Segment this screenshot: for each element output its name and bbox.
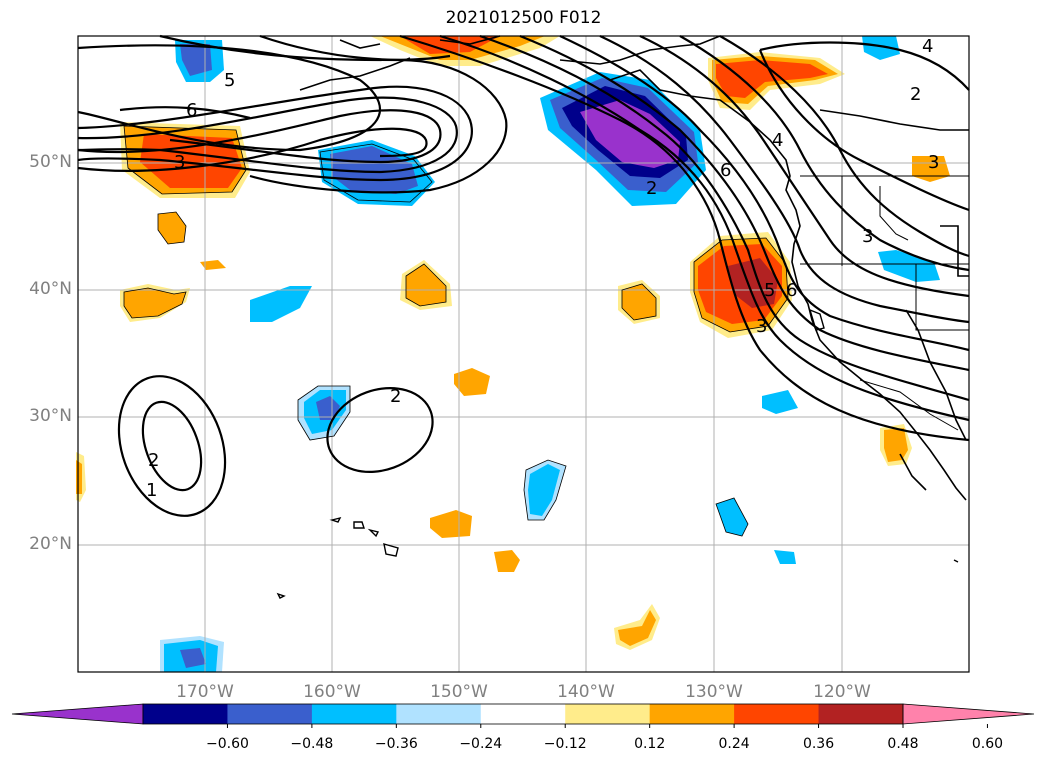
colorbar-swatch: [565, 704, 651, 724]
contour-labels: 5 6 3 2 1 2 1 6 3 4 2 6 5 3 2 4 3: [146, 36, 939, 501]
colorbar-tick-label: −0.12: [543, 736, 587, 752]
lon-label-150w: 150°W: [430, 682, 488, 702]
colorbar-tick-label: 0.24: [718, 736, 750, 752]
lon-label-170w: 170°W: [176, 682, 234, 702]
lat-label-50n: 50°N: [29, 152, 72, 172]
colorbar-swatch: [311, 704, 397, 724]
islands: [276, 308, 959, 599]
lon-label-140w: 140°W: [557, 682, 615, 702]
colorbar: [11, 703, 1035, 728]
colorbar-swatch: [396, 704, 482, 724]
colorbar-tick-label: 0.48: [887, 736, 919, 752]
contour-label: 2: [646, 178, 657, 199]
colorbar-extend-high: [902, 703, 1035, 725]
lon-label-160w: 160°W: [303, 682, 361, 702]
contour-label: 3: [928, 152, 939, 173]
colorbar-tick-label: −0.24: [459, 736, 503, 752]
contour-label: 4: [922, 36, 933, 57]
height-contours: [77, 34, 970, 517]
colorbar-tick-label: −0.36: [374, 736, 418, 752]
contour-label: 2: [148, 450, 159, 471]
colorbar-swatch: [734, 704, 820, 724]
contour-label: 6: [186, 100, 197, 121]
contour-label: 6: [720, 160, 731, 181]
contour-label: 3: [174, 152, 185, 173]
colorbar-swatch: [649, 704, 735, 724]
lat-label-40n: 40°N: [29, 279, 72, 299]
contour-label: 3: [862, 226, 873, 247]
colorbar-swatch: [143, 704, 228, 724]
lon-label-130w: 130°W: [685, 682, 743, 702]
colorbar-frame: [142, 703, 904, 725]
contour-label: 5: [224, 70, 235, 91]
map-frame: [77, 35, 970, 673]
colorbar-swatch: [227, 704, 313, 724]
colorbar-swatch: [818, 704, 904, 724]
contour-label: 2: [910, 84, 921, 105]
contour-label: 6: [786, 280, 797, 301]
colorbar-swatch: [480, 704, 566, 724]
contour-label: 5: [764, 280, 775, 301]
contour-label: 1: [146, 480, 157, 501]
lat-label-20n: 20°N: [29, 534, 72, 554]
colorbar-tick-label: 0.60: [971, 736, 1004, 752]
lon-label-120w: 120°W: [813, 682, 871, 702]
lat-label-30n: 30°N: [29, 406, 72, 426]
colorbar-tick-label: 0.36: [802, 736, 835, 752]
map-title: 2021012500 F012: [445, 8, 602, 28]
colorbar-tick-label: −0.60: [205, 736, 249, 752]
contour-label: 3: [756, 316, 767, 337]
coastlines: [299, 35, 969, 501]
colorbar-extend-low: [11, 703, 144, 725]
colorbar-tick-label: 0.12: [634, 736, 666, 752]
contour-label: 4: [772, 130, 783, 151]
contour-label: 2: [390, 386, 401, 407]
colorbar-tick-label: −0.48: [290, 736, 334, 752]
